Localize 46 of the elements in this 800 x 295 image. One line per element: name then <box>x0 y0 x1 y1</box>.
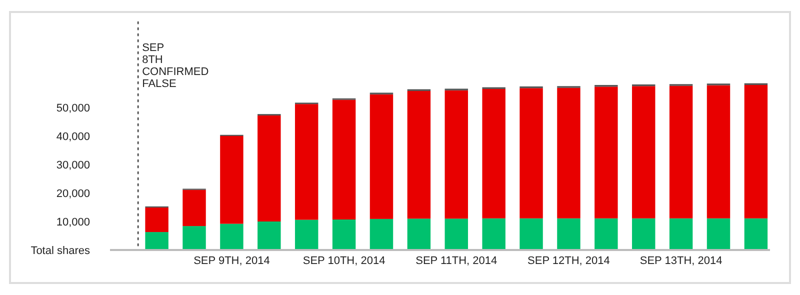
bar <box>370 218 394 250</box>
bar <box>594 86 618 218</box>
bar <box>294 104 318 220</box>
bar <box>182 190 206 226</box>
bar <box>744 218 768 250</box>
bar <box>258 222 281 250</box>
x-tick-label: SEP 12TH, 2014 <box>528 255 610 267</box>
bar <box>220 136 244 224</box>
ref-line-label: SEP 8TH CONFIRMED FALSE <box>142 42 209 90</box>
bar <box>557 218 580 250</box>
bar <box>557 88 580 218</box>
bar <box>706 85 730 218</box>
x-tick-label: SEP 11TH, 2014 <box>416 255 498 267</box>
y-tick-label: 30,000 <box>56 159 90 172</box>
y-tick-label: Total shares <box>30 244 90 257</box>
bar <box>444 218 468 250</box>
bar <box>669 218 693 250</box>
bar <box>182 226 206 250</box>
bar <box>258 115 281 222</box>
bar <box>482 88 506 218</box>
bar <box>145 208 168 232</box>
bar <box>407 218 431 250</box>
bar <box>632 86 656 218</box>
bar <box>145 232 168 250</box>
bar <box>220 224 244 250</box>
y-tick-label: 10,000 <box>56 216 90 228</box>
x-tick-label: SEP 13TH, 2014 <box>640 255 722 267</box>
y-tick-label: 50,000 <box>56 102 90 114</box>
bar <box>520 218 543 250</box>
bar <box>669 86 693 218</box>
y-tick-label: 40,000 <box>56 130 90 143</box>
bar <box>370 94 394 219</box>
bar <box>444 90 468 219</box>
y-tick-label: 20,000 <box>56 188 90 200</box>
bar <box>520 88 543 218</box>
bar <box>706 218 730 250</box>
bar <box>407 90 431 219</box>
bar <box>482 218 506 250</box>
x-tick-label: SEP 9TH, 2014 <box>194 255 270 267</box>
bar <box>632 218 656 250</box>
bar <box>332 100 356 220</box>
bar <box>744 84 768 218</box>
bar <box>332 220 356 250</box>
bar <box>594 218 618 250</box>
x-tick-label: SEP 10TH, 2014 <box>302 255 386 267</box>
bar <box>294 220 318 250</box>
